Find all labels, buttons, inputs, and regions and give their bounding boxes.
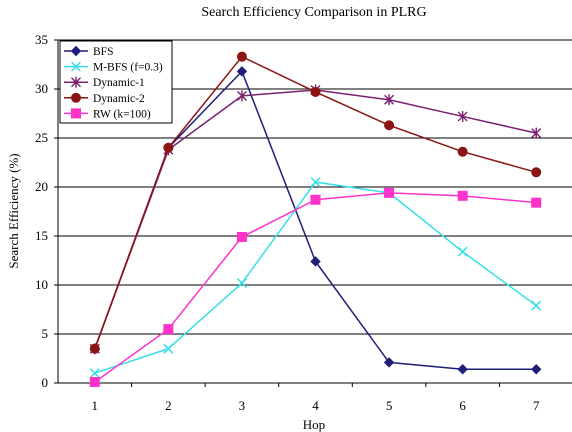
data-point: [163, 142, 174, 153]
grid: [58, 88, 572, 335]
data-point: [310, 86, 321, 97]
data-point: [89, 368, 100, 379]
data-point: [384, 120, 395, 131]
y-tick-label: 35: [35, 32, 48, 47]
y-tick-label: 0: [42, 375, 49, 390]
data-point: [457, 190, 468, 201]
data-point: [236, 278, 247, 289]
chart-title: Search Efficiency Comparison in PLRG: [201, 5, 426, 20]
legend-item: Dynamic-1: [64, 76, 145, 89]
series-m-bfs-f-0-3: [89, 177, 542, 379]
data-point: [384, 94, 395, 106]
data-point: [531, 364, 542, 375]
series-line: [94, 89, 537, 349]
y-tick-label: 15: [35, 228, 48, 243]
series-line: [94, 181, 537, 374]
data-point: [163, 343, 174, 354]
data-point: [236, 90, 247, 102]
x-tick-label: 6: [459, 398, 466, 413]
y-tick-label: 30: [35, 81, 48, 96]
legend-marker: [70, 61, 82, 72]
data-point: [531, 167, 542, 178]
plot-area: [57, 39, 572, 384]
x-ticks: 1 2 3 4 5 6 7: [92, 383, 540, 413]
data-point: [310, 177, 321, 188]
series-dynamic-1: [89, 84, 542, 355]
x-tick-label: 5: [386, 398, 393, 413]
legend-marker: [71, 108, 81, 119]
legend-label: BFS: [93, 46, 113, 58]
x-tick-label: 2: [165, 398, 172, 413]
data-point: [457, 364, 468, 375]
data-point: [531, 300, 542, 311]
legend-marker: [71, 92, 81, 103]
x-tick-label: 3: [239, 398, 246, 413]
series-rw-k-100: [89, 187, 542, 388]
y-axis-label: Search Efficiency (%): [6, 153, 21, 268]
series-line: [94, 192, 537, 383]
data-point: [236, 51, 247, 62]
y-tick-label: 5: [42, 326, 49, 341]
legend-item: Dynamic-2: [64, 92, 145, 105]
legend-label: Dynamic-2: [93, 93, 145, 105]
y-tick-label: 10: [35, 277, 48, 292]
data-point: [89, 377, 100, 388]
legend-label: RW (k=100): [93, 108, 151, 120]
legend-label: Dynamic-1: [93, 77, 145, 89]
legend-item: M-BFS (f=0.3): [64, 61, 163, 74]
data-point: [384, 187, 395, 198]
data-point: [236, 231, 247, 242]
data-point: [531, 197, 542, 208]
data-point: [89, 343, 100, 354]
x-tick-label: 4: [312, 398, 319, 413]
legend-marker: [70, 45, 82, 57]
y-tick-label: 20: [35, 179, 48, 194]
legend: BFS M-BFS (f=0.3) Dynamic-1 Dynamic-2 RW (k=…: [59, 40, 173, 124]
series-dynamic-2: [89, 51, 542, 354]
data-point: [163, 324, 174, 335]
legend-label: M-BFS (f=0.3): [93, 62, 163, 74]
series-group: [89, 51, 542, 388]
data-point: [310, 194, 321, 205]
x-tick-label: 1: [92, 398, 99, 413]
data-point: [457, 146, 468, 157]
legend-marker: [71, 76, 81, 88]
legend-item: RW (k=100): [64, 108, 151, 120]
data-point: [383, 357, 395, 368]
y-ticks: 0 5 10 15 20 25 30 35: [35, 32, 58, 390]
x-tick-label: 7: [533, 398, 540, 413]
data-point: [457, 110, 468, 122]
x-axis-label: Hop: [303, 417, 325, 432]
data-point: [531, 127, 542, 139]
data-point: [310, 256, 321, 267]
legend-item: BFS: [64, 45, 113, 58]
data-point: [236, 66, 248, 77]
y-tick-label: 25: [35, 130, 48, 145]
data-point: [457, 246, 468, 257]
